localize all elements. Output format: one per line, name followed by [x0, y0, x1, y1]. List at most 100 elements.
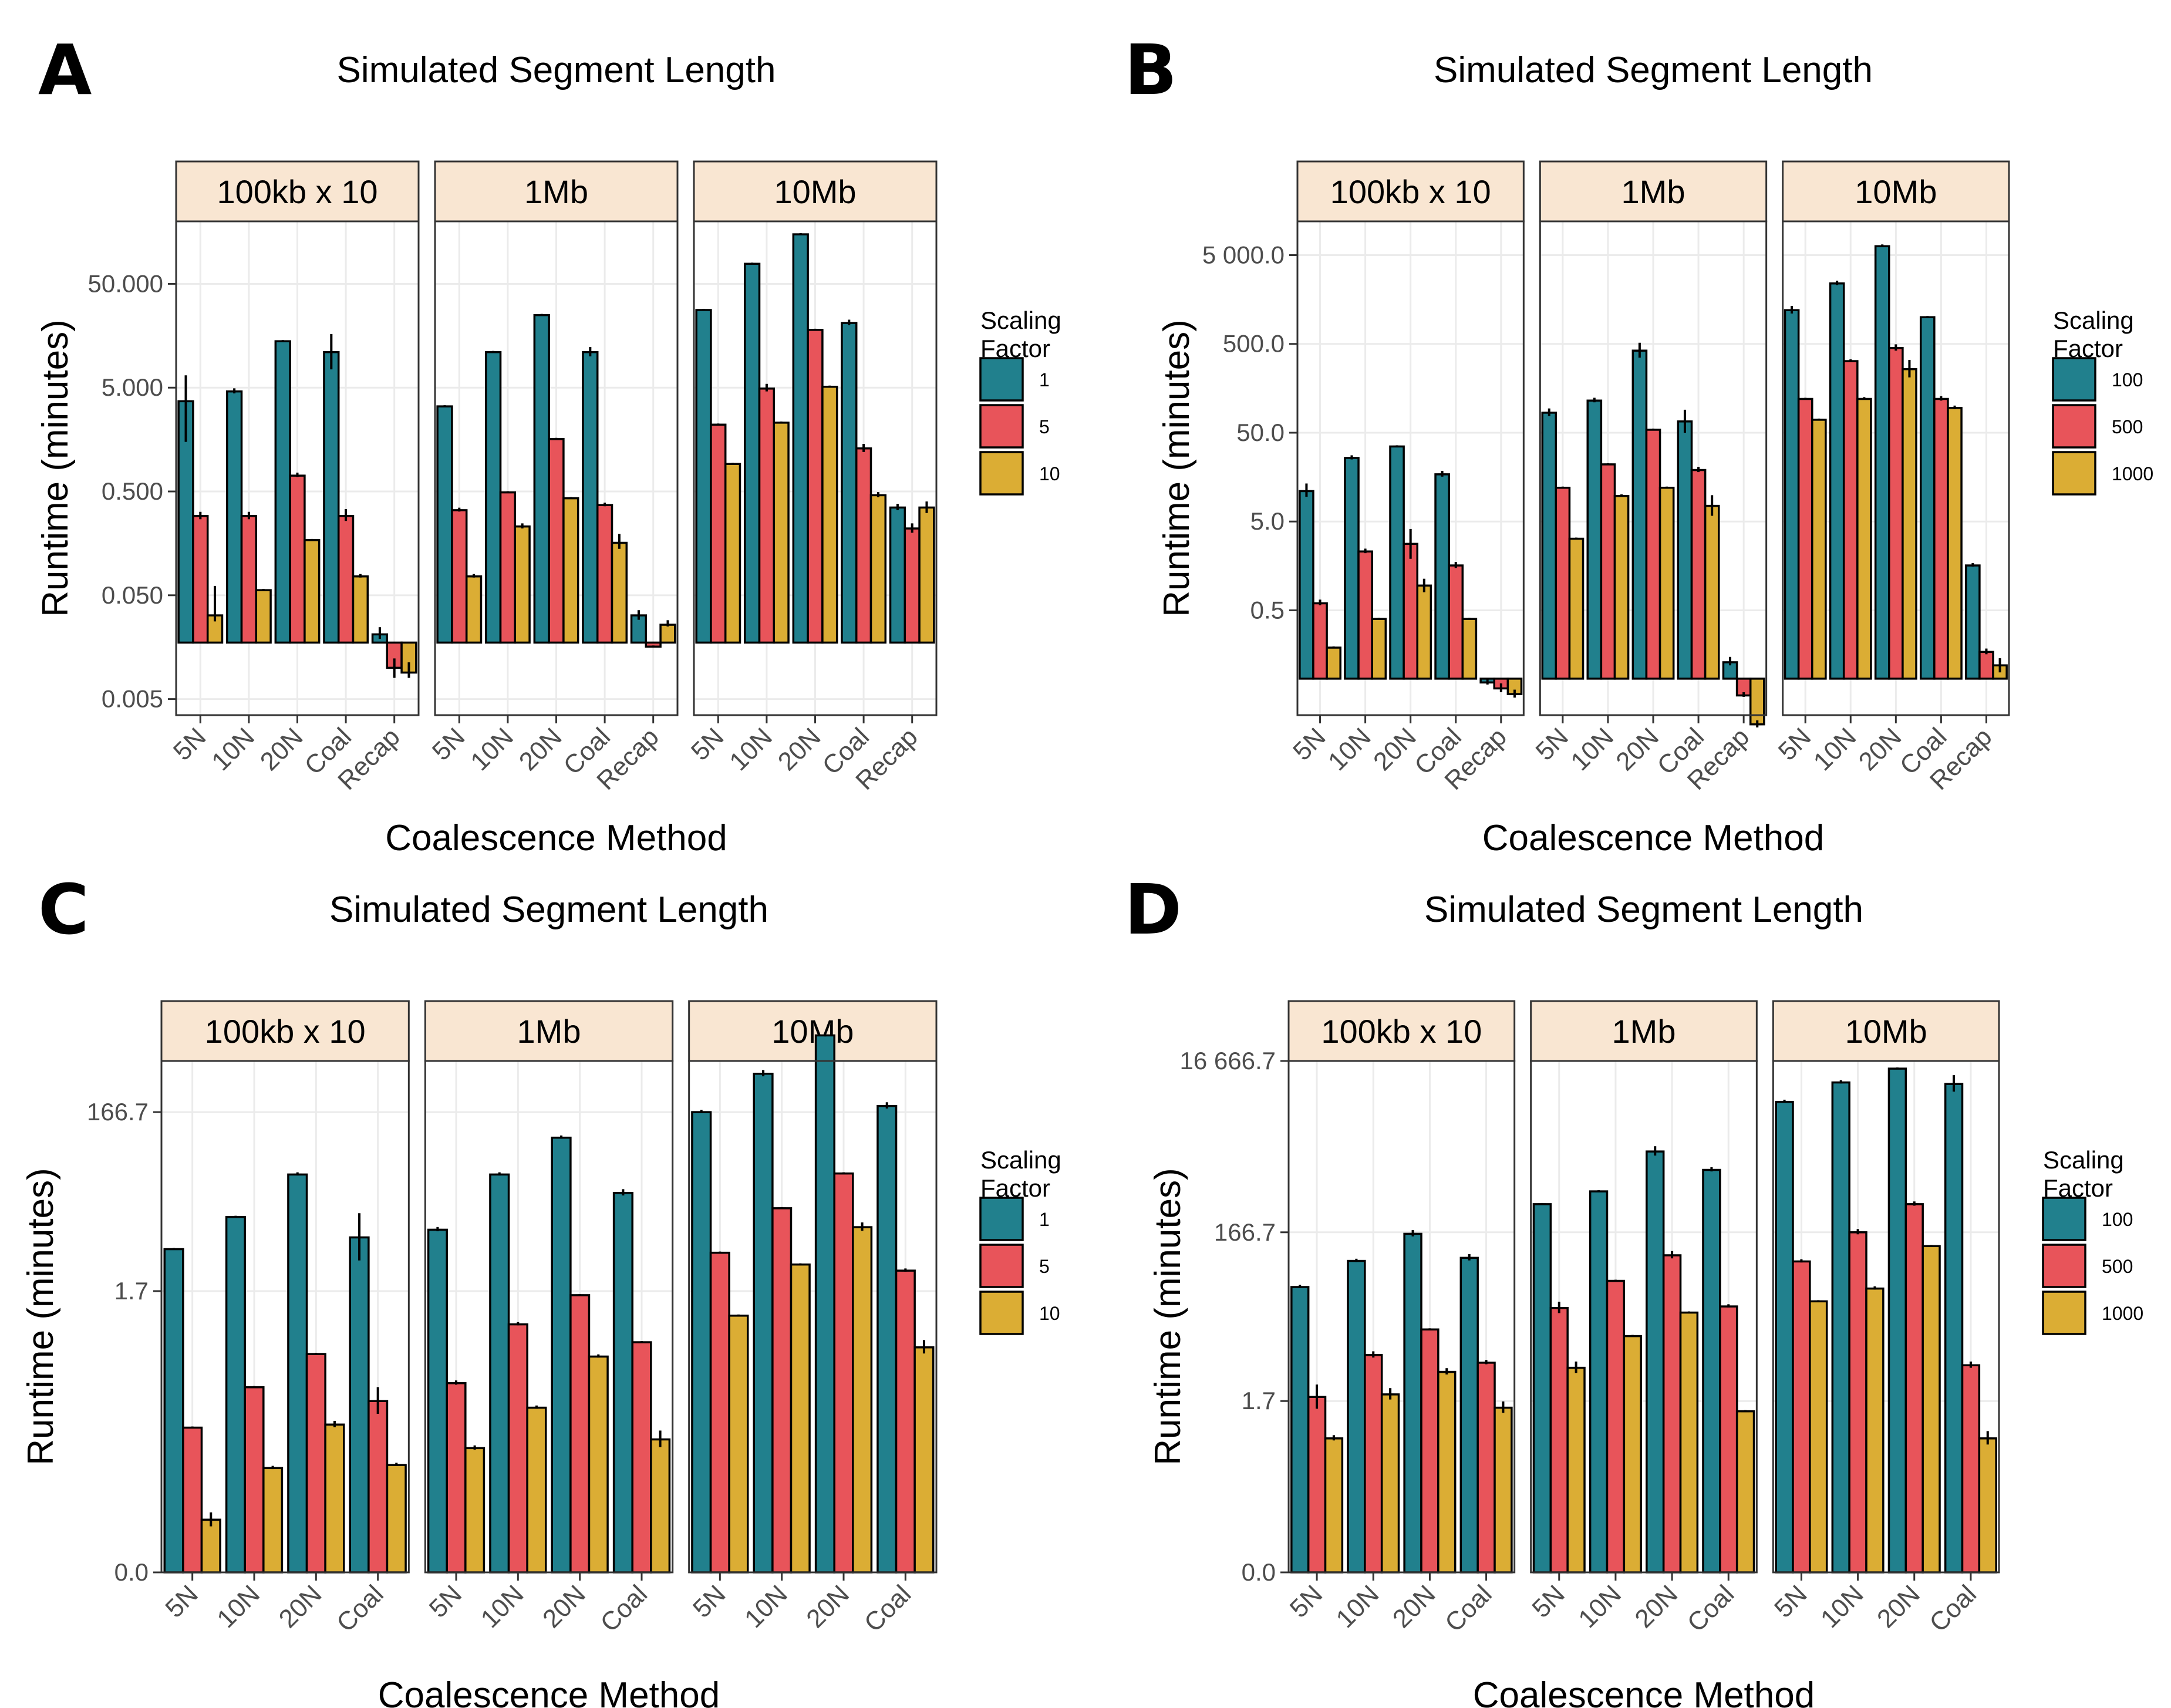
y-tick-label: 0.0: [1242, 1558, 1276, 1586]
bar: [548, 437, 565, 644]
bar: [304, 539, 321, 644]
bar: [1874, 245, 1890, 680]
x-axis-title: Coalescence Method: [1482, 818, 1824, 858]
legend-label: 100: [2112, 369, 2143, 390]
legend-key: [2042, 1197, 2086, 1241]
bar: [436, 405, 453, 644]
plot-border: [1772, 1060, 2000, 1574]
bar: [1403, 1232, 1422, 1574]
bar: [1749, 678, 1765, 726]
plot-border: [1287, 1060, 1516, 1574]
legend-key: [979, 404, 1024, 449]
bar: [1420, 1328, 1440, 1574]
bar: [1978, 1437, 1997, 1574]
x-tick-label: 20N: [773, 722, 827, 776]
y-tick-label: 166.7: [1214, 1218, 1276, 1246]
x-tick-label: 20N: [1872, 1579, 1926, 1633]
bar: [889, 506, 906, 644]
legend-label: 5: [1039, 1256, 1050, 1277]
bar: [1586, 399, 1603, 680]
panel-letter: A: [38, 29, 92, 110]
facet-strip: [1296, 160, 1525, 223]
bar: [1677, 420, 1693, 680]
facet-strip-label: 100kb x 10: [1321, 1013, 1482, 1050]
y-tick-label: 0.005: [102, 685, 163, 713]
x-tick-label: 20N: [537, 1579, 591, 1633]
bar: [1290, 1286, 1310, 1574]
bar: [814, 1034, 835, 1574]
y-axis-title: Runtime (minutes): [1157, 319, 1197, 617]
legend-key: [2052, 404, 2096, 449]
facet-strip: [1530, 1000, 1758, 1062]
bar: [1809, 1300, 1828, 1574]
legend-key: [2052, 451, 2096, 496]
x-tick-label: 5N: [1531, 722, 1574, 766]
x-tick-label: 20N: [514, 722, 568, 776]
bar: [918, 506, 935, 644]
facet-strip-label: 10Mb: [1855, 173, 1937, 210]
x-tick-label: 10N: [211, 1579, 265, 1633]
legend-key: [2052, 357, 2096, 402]
legend-key: [979, 1244, 1024, 1288]
bar: [1461, 618, 1478, 680]
bar: [1797, 397, 1813, 680]
legend-label: 5: [1039, 416, 1050, 437]
y-tick-label: 50.000: [88, 269, 163, 297]
bar: [1344, 457, 1360, 680]
bar: [1541, 412, 1558, 680]
x-tick-label: 5N: [427, 722, 470, 766]
bar: [1589, 1190, 1609, 1574]
bar: [489, 1173, 510, 1574]
bar: [1631, 349, 1648, 680]
x-tick-label: 20N: [1853, 722, 1907, 776]
plot-border: [688, 1060, 938, 1574]
bar: [728, 1315, 749, 1574]
x-tick-label: 10N: [739, 1579, 793, 1633]
bar: [427, 1228, 448, 1574]
bar: [499, 491, 517, 644]
x-axis-title: Coalescence Method: [1473, 1675, 1815, 1708]
bar: [1476, 1362, 1496, 1574]
panel-letter: B: [1124, 29, 1177, 110]
bar: [1566, 1366, 1586, 1574]
bar: [611, 541, 628, 644]
legend-key: [2042, 1244, 2086, 1288]
bar: [807, 329, 824, 644]
bar: [588, 1355, 609, 1574]
bar: [1792, 1260, 1811, 1574]
bar: [352, 575, 369, 644]
bar: [225, 1215, 246, 1574]
legend-title: Scaling: [2053, 306, 2134, 334]
bar: [244, 1386, 265, 1574]
x-tick-label: 10N: [1323, 722, 1377, 776]
facet-strip-label: 100kb x 10: [217, 173, 378, 210]
bar: [1623, 1335, 1642, 1574]
legend-key: [979, 1197, 1024, 1241]
bar: [323, 351, 340, 644]
x-tick-label: 10N: [206, 722, 260, 776]
x-tick-label: 5N: [686, 722, 729, 766]
bar: [1921, 1245, 1941, 1574]
bar: [1947, 407, 1963, 680]
x-tick-label: 10N: [1815, 1579, 1869, 1633]
bar: [1600, 463, 1616, 680]
y-axis-title: Runtime (minutes): [35, 319, 76, 617]
x-tick-label: Coal: [1682, 1579, 1740, 1638]
panel-a: A Simulated Segment Length Runtime (minute…: [35, 29, 1061, 858]
bar: [1416, 584, 1432, 680]
bar: [305, 1353, 326, 1574]
chart-title: Simulated Segment Length: [1434, 50, 1873, 90]
facet-strip-label: 10Mb: [774, 173, 856, 210]
x-tick-label: 20N: [1610, 722, 1664, 776]
chart-title: Simulated Segment Length: [337, 50, 776, 90]
bar: [904, 527, 921, 644]
